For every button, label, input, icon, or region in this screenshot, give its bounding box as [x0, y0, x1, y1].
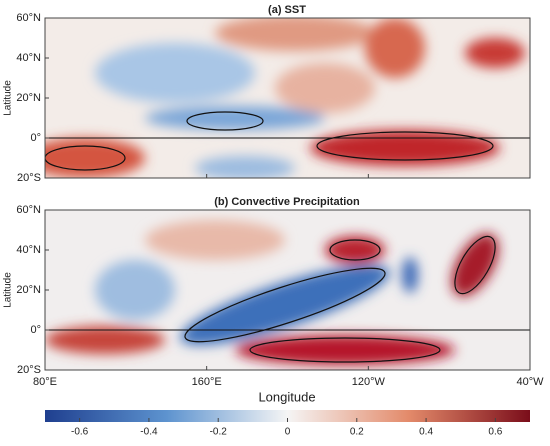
y-axis-label: Latitude [3, 80, 14, 116]
panel-title: (b) Convective Precipitation [214, 196, 360, 208]
contour [316, 131, 494, 161]
y-tick-label: 60°N [16, 12, 41, 24]
x-tick-label: 80°E [33, 376, 57, 388]
colorbar-tick-label: 0.2 [350, 427, 364, 438]
sst-field [45, 18, 530, 178]
y-tick-label: 0° [30, 132, 41, 144]
colorbar-tick-label: 0.6 [488, 427, 502, 438]
colorbar-tick-label: 0 [285, 427, 291, 438]
contour [186, 111, 264, 131]
y-tick-label: 20°N [16, 92, 41, 104]
y-tick-label: 0° [30, 324, 41, 336]
colorbar-tick-label: -0.4 [140, 427, 158, 438]
y-tick-label: 40°N [16, 244, 41, 256]
y-axis-label: Latitude [3, 272, 14, 308]
contour [184, 267, 386, 343]
x-axis-label: Longitude [258, 389, 315, 404]
colorbar-tick-label: 0.4 [419, 427, 433, 438]
y-tick-label: 20°S [17, 364, 41, 376]
y-tick-label: 60°N [16, 204, 41, 216]
colorbar-tick-label: -0.6 [71, 427, 89, 438]
y-tick-label: 40°N [16, 52, 41, 64]
x-tick-label: 40°W [516, 376, 544, 388]
x-tick-label: 160°E [192, 376, 222, 388]
colorbar-tick-label: -0.2 [210, 427, 228, 438]
precip-field [45, 210, 530, 370]
contour [329, 239, 381, 261]
y-tick-label: 20°N [16, 284, 41, 296]
contour [454, 235, 496, 295]
contour [45, 145, 126, 171]
contour [249, 337, 441, 363]
x-tick-label: 120°W [352, 376, 386, 388]
colorbar [45, 410, 530, 422]
y-tick-label: 20°S [17, 172, 41, 184]
panel-title: (a) SST [268, 4, 306, 16]
